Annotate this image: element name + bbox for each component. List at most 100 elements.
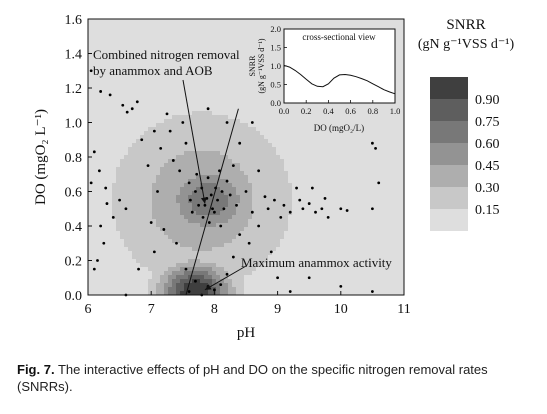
contour-cell [232, 111, 236, 115]
contour-cell [164, 255, 168, 259]
contour-cell [212, 175, 216, 179]
contour-cell [320, 115, 324, 119]
contour-cell [268, 211, 272, 215]
contour-cell [196, 35, 200, 39]
contour-cell [336, 215, 340, 219]
contour-cell [124, 195, 128, 199]
contour-cell [172, 211, 176, 215]
contour-cell [256, 175, 260, 179]
contour-cell [196, 31, 200, 35]
contour-cell [232, 183, 236, 187]
contour-cell [92, 159, 96, 163]
contour-cell [200, 91, 204, 95]
contour-cell [232, 159, 236, 163]
contour-cell [324, 203, 328, 207]
contour-cell [296, 207, 300, 211]
contour-cell [196, 275, 200, 279]
contour-cell [224, 191, 228, 195]
contour-cell [100, 43, 104, 47]
contour-cell [160, 203, 164, 207]
contour-cell [224, 127, 228, 131]
contour-cell [204, 47, 208, 51]
contour-cell [252, 223, 256, 227]
contour-cell [204, 227, 208, 231]
contour-cell [280, 175, 284, 179]
contour-cell [324, 231, 328, 235]
contour-cell [172, 75, 176, 79]
contour-cell [160, 267, 164, 271]
contour-cell [100, 231, 104, 235]
contour-cell [204, 35, 208, 39]
contour-cell [132, 283, 136, 287]
contour-cell [244, 115, 248, 119]
contour-cell [228, 179, 232, 183]
contour-cell [132, 139, 136, 143]
contour-cell [264, 67, 268, 71]
contour-cell [300, 255, 304, 259]
contour-cell [120, 23, 124, 27]
contour-cell [184, 143, 188, 147]
contour-cell [208, 51, 212, 55]
contour-cell [372, 283, 376, 287]
contour-cell [236, 135, 240, 139]
contour-cell [216, 195, 220, 199]
contour-cell [364, 103, 368, 107]
contour-cell [92, 107, 96, 111]
contour-cell [372, 147, 376, 151]
contour-cell [196, 103, 200, 107]
contour-cell [152, 195, 156, 199]
contour-cell [148, 263, 152, 267]
contour-cell [112, 167, 116, 171]
contour-cell [220, 243, 224, 247]
contour-cell [128, 115, 132, 119]
contour-cell [100, 211, 104, 215]
contour-cell [92, 31, 96, 35]
contour-cell [336, 263, 340, 267]
contour-cell [312, 215, 316, 219]
contour-cell [316, 139, 320, 143]
contour-cell [280, 87, 284, 91]
contour-cell [152, 283, 156, 287]
contour-cell [140, 287, 144, 291]
contour-cell [188, 143, 192, 147]
contour-cell [252, 243, 256, 247]
contour-cell [208, 203, 212, 207]
contour-cell [204, 163, 208, 167]
contour-cell [368, 151, 372, 155]
contour-cell [320, 191, 324, 195]
contour-cell [144, 87, 148, 91]
contour-cell [180, 183, 184, 187]
contour-cell [284, 271, 288, 275]
contour-cell [172, 223, 176, 227]
contour-cell [336, 155, 340, 159]
contour-cell [348, 271, 352, 275]
contour-cell [296, 211, 300, 215]
contour-cell [336, 247, 340, 251]
contour-cell [328, 115, 332, 119]
contour-cell [120, 179, 124, 183]
contour-cell [128, 83, 132, 87]
contour-cell [356, 23, 360, 27]
contour-cell [240, 103, 244, 107]
contour-cell [172, 91, 176, 95]
contour-cell [236, 179, 240, 183]
contour-cell [232, 119, 236, 123]
contour-cell [260, 203, 264, 207]
contour-cell [324, 271, 328, 275]
contour-cell [220, 91, 224, 95]
contour-cell [200, 203, 204, 207]
contour-cell [228, 159, 232, 163]
contour-cell [188, 287, 192, 291]
contour-cell [136, 87, 140, 91]
contour-cell [308, 279, 312, 283]
contour-cell [200, 191, 204, 195]
contour-cell [128, 203, 132, 207]
contour-cell [316, 287, 320, 291]
contour-cell [116, 99, 120, 103]
contour-cell [232, 43, 236, 47]
contour-cell [168, 203, 172, 207]
contour-cell [216, 215, 220, 219]
contour-cell [372, 171, 376, 175]
contour-cell [172, 175, 176, 179]
contour-cell [156, 95, 160, 99]
